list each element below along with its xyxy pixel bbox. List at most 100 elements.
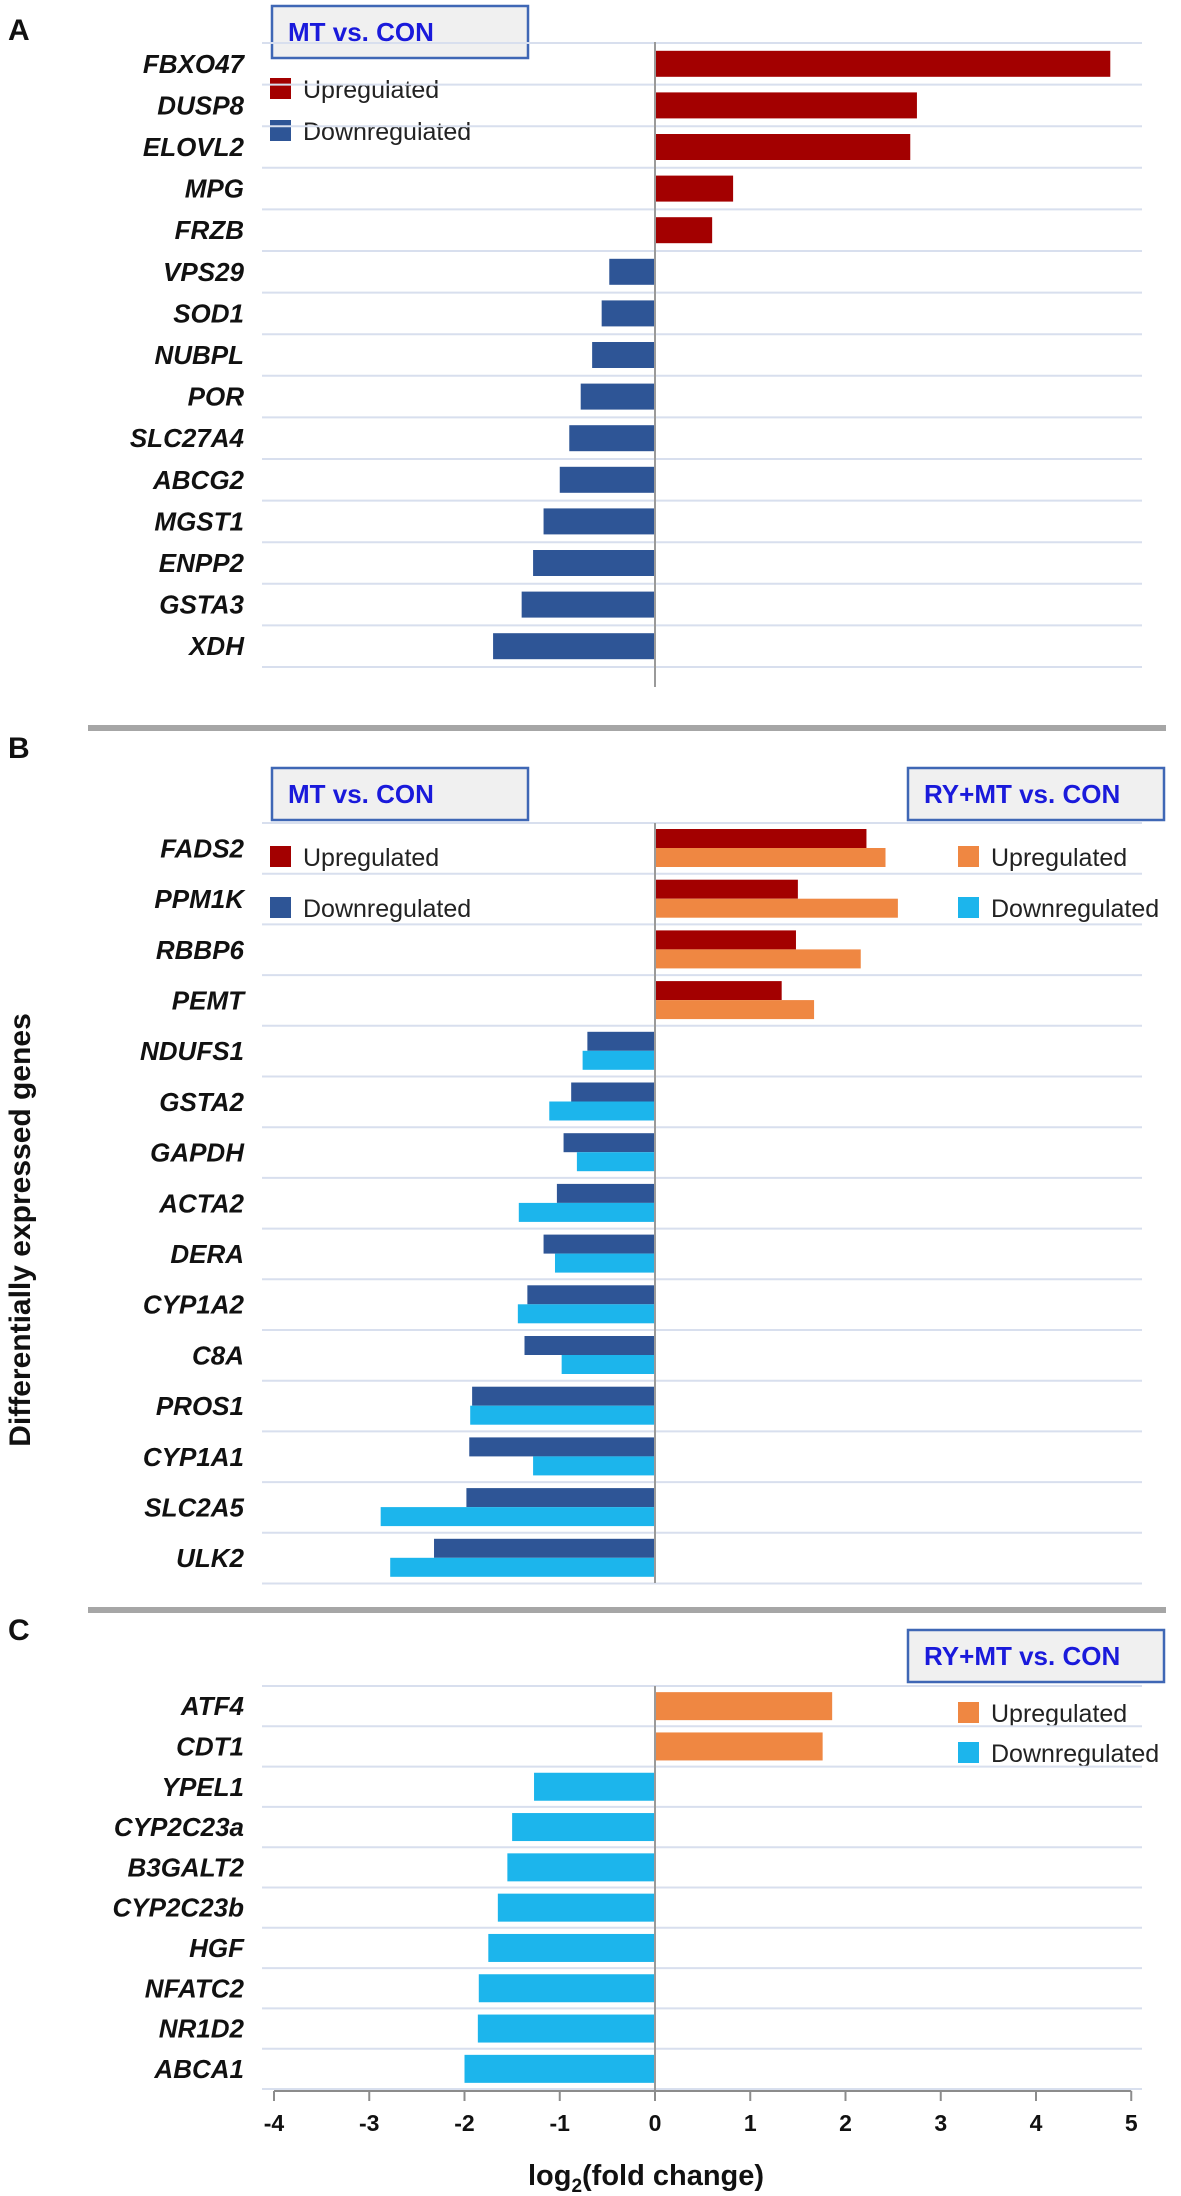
- gene-label-b-acta2: ACTA2: [158, 1188, 244, 1218]
- bar-c-abca1: [464, 2054, 655, 2083]
- legend-label-b-rymt-down: Downregulated: [991, 895, 1159, 923]
- bar-b-gsta2-s1: [549, 1101, 655, 1121]
- bar-c-b3galt2: [507, 1853, 655, 1882]
- bar-b-gapdh-s1: [576, 1152, 655, 1172]
- gene-label-c-nr1d2: NR1D2: [159, 2014, 245, 2044]
- bar-c-cyp2c23a: [512, 1813, 655, 1842]
- gene-label-c-b3galt2: B3GALT2: [127, 1852, 244, 1882]
- gene-label-b-cyp1a2: CYP1A2: [143, 1290, 245, 1320]
- bar-b-ulk2-s0: [434, 1538, 655, 1558]
- gene-label-a-nubpl: NUBPL: [154, 340, 244, 370]
- gene-label-c-cyp2c23a: CYP2C23a: [114, 1812, 244, 1842]
- bar-b-rbbp6-s1: [655, 949, 861, 969]
- gene-label-a-sod1: SOD1: [173, 298, 244, 328]
- panel-b-comparison-box-mt: MT vs. CON: [270, 766, 530, 822]
- gene-label-b-dera: DERA: [170, 1239, 244, 1269]
- bar-b-gapdh-s0: [563, 1133, 655, 1153]
- bar-a-frzb: [655, 217, 713, 244]
- gene-label-a-vps29: VPS29: [163, 257, 244, 287]
- bar-b-dera-s1: [554, 1253, 655, 1273]
- bar-b-ulk2-s1: [390, 1557, 655, 1577]
- bar-b-acta2-s0: [556, 1183, 655, 1203]
- bar-a-gsta3: [521, 591, 655, 618]
- gene-label-b-pros1: PROS1: [156, 1391, 244, 1421]
- panel-a-plot: FBXO47 DUSP8 ELOVL2 MPG FRZB VPS29 SOD1 NUBPL PO…: [130, 42, 1142, 687]
- bar-c-cyp2c23b: [497, 1893, 655, 1922]
- gene-label-a-mgst1: MGST1: [154, 506, 244, 536]
- gene-label-c-abca1: ABCA1: [153, 2054, 244, 2084]
- gene-label-a-abcg2: ABCG2: [152, 465, 245, 495]
- x-tick-label: -1: [550, 2110, 571, 2136]
- x-tick-label: 0: [649, 2110, 662, 2136]
- bar-a-abcg2: [559, 466, 655, 493]
- bar-a-vps29: [609, 258, 655, 285]
- panel-c-plot: ATF4 CDT1 YPEL1 CYP2C23a B3GALT2 CYP2C23b HGF N…: [113, 1685, 1142, 2091]
- gene-label-a-fbxo47: FBXO47: [143, 49, 246, 79]
- gene-label-a-slc27a4: SLC27A4: [130, 423, 245, 453]
- bar-b-fads2-s1: [655, 848, 886, 867]
- panel-a-letter: A: [8, 14, 30, 47]
- bar-c-cdt1: [655, 1732, 823, 1761]
- x-tick-label: 1: [744, 2110, 757, 2136]
- gene-label-b-ppm1k: PPM1K: [154, 884, 246, 914]
- bar-b-dera-s0: [543, 1234, 655, 1254]
- bar-b-c8a-s0: [524, 1336, 655, 1355]
- y-axis-title: Differentially expressed genes: [4, 1013, 37, 1447]
- legend-swatch-mt-up: [270, 78, 291, 99]
- gene-label-c-atf4: ATF4: [180, 1691, 245, 1721]
- bar-a-mpg: [655, 175, 734, 202]
- x-tick-label: 4: [1030, 2110, 1043, 2136]
- x-tick-label: 3: [934, 2110, 947, 2136]
- legend-swatch-b-mt-up: [270, 846, 291, 867]
- gene-label-b-ulk2: ULK2: [176, 1543, 244, 1573]
- x-axis-label-log: log: [528, 2160, 572, 2192]
- gene-label-c-cyp2c23b: CYP2C23b: [113, 1893, 245, 1923]
- panel-c-comparison-label: RY+MT vs. CON: [924, 1641, 1120, 1671]
- x-axis-label-suffix: (fold change): [582, 2160, 764, 2192]
- legend-label-b-mt-down: Downregulated: [303, 895, 471, 923]
- bar-b-cyp1a1-s1: [533, 1456, 655, 1476]
- bar-b-acta2-s1: [518, 1202, 655, 1222]
- bar-b-cyp1a1-s0: [469, 1437, 655, 1457]
- gene-label-a-dusp8: DUSP8: [157, 90, 244, 120]
- bar-a-xdh: [493, 633, 655, 660]
- bar-b-ppm1k-s0: [655, 879, 798, 899]
- gene-label-a-mpg: MPG: [185, 174, 244, 204]
- bar-c-nr1d2: [477, 2014, 655, 2043]
- bar-b-slc2a5-s1: [380, 1507, 655, 1527]
- bar-b-pemt-s0: [655, 981, 782, 1001]
- bar-b-cyp1a2-s0: [527, 1285, 655, 1305]
- gene-label-c-hgf: HGF: [189, 1933, 245, 1963]
- bar-a-fbxo47: [655, 50, 1111, 77]
- gene-label-a-gsta3: GSTA3: [159, 590, 244, 620]
- legend-label-mt-down: Downregulated: [303, 118, 471, 146]
- legend-label-mt-up: Upregulated: [303, 76, 439, 104]
- bar-c-atf4: [655, 1692, 833, 1721]
- panel-b-comparison-label-mt: MT vs. CON: [288, 779, 434, 809]
- bar-b-slc2a5-s0: [466, 1488, 655, 1508]
- legend-label-c-up: Upregulated: [991, 1700, 1127, 1728]
- bar-b-pemt-s1: [655, 1000, 815, 1020]
- panel-a-comparison-box: MT vs. CON: [270, 4, 530, 60]
- legend-swatch-b-rymt-up: [958, 846, 979, 867]
- x-axis-label: log2(fold change): [528, 2160, 764, 2196]
- bar-a-sod1: [601, 300, 655, 327]
- bar-b-gsta2-s0: [571, 1082, 655, 1102]
- panel-c-letter: C: [8, 1614, 30, 1647]
- bar-b-rbbp6-s0: [655, 930, 796, 950]
- x-tick-label: 2: [839, 2110, 852, 2136]
- gene-label-b-slc2a5: SLC2A5: [144, 1492, 244, 1522]
- bar-c-nfatc2: [478, 1974, 655, 2003]
- gene-label-b-ndufs1: NDUFS1: [140, 1036, 244, 1066]
- x-tick-label: -2: [454, 2110, 474, 2136]
- panel-b-legend: Upregulated Downregulated Upregulated Do…: [270, 844, 1159, 923]
- gene-label-c-nfatc2: NFATC2: [145, 1973, 245, 2003]
- legend-swatch-c-down: [958, 1742, 979, 1763]
- bar-b-pros1-s0: [472, 1386, 655, 1406]
- bar-a-slc27a4: [569, 425, 655, 452]
- gene-label-b-c8a: C8A: [192, 1340, 244, 1370]
- bar-a-enpp2: [533, 550, 655, 576]
- panel-c-legend: Upregulated Downregulated: [958, 1700, 1159, 1768]
- legend-swatch-b-rymt-down: [958, 897, 979, 918]
